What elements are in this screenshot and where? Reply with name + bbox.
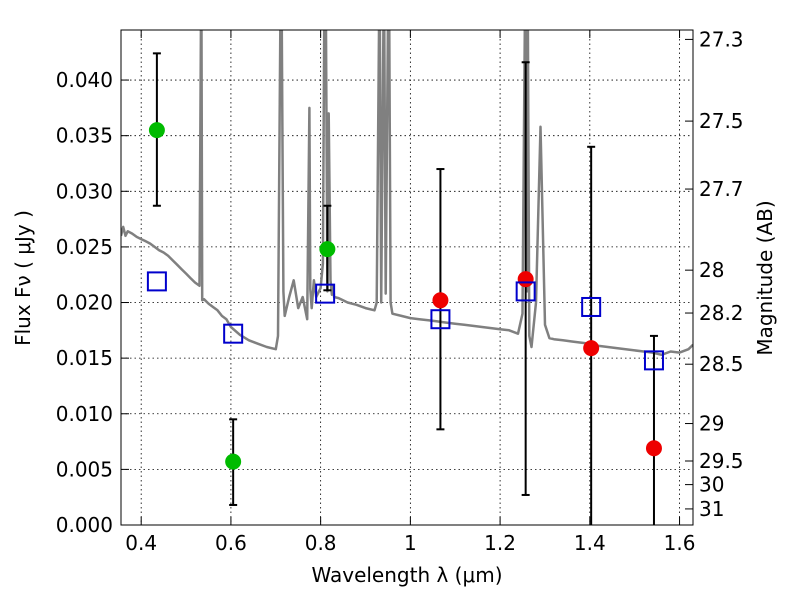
x-tick-label: 1 [404, 531, 417, 555]
red-data-point [432, 292, 449, 309]
y2-tick-label: 31 [699, 497, 724, 521]
y2-tick-label: 27.5 [699, 109, 744, 133]
y-tick-label: 0.005 [56, 457, 113, 481]
y-tick-label: 0.040 [56, 68, 113, 92]
x-tick-label: 1.4 [574, 531, 606, 555]
x-axis-label: Wavelength λ (μm) [311, 563, 502, 587]
green-data-point [225, 453, 242, 470]
red-data-point [517, 271, 534, 288]
y-axis-flux: 0.000 0.005 0.010 0.015 0.020 0.025 0.030 0.035… [56, 68, 129, 537]
grid-lines [121, 30, 693, 526]
y-tick-label: 0.015 [56, 346, 113, 370]
y2-tick-label: 30 [699, 473, 724, 497]
y2-tick-label: 28 [699, 258, 724, 282]
y2-tick-label: 27.3 [699, 27, 744, 51]
x-tick-label: 0.6 [215, 531, 247, 555]
green-data-point [148, 122, 165, 139]
model-photometry-square [146, 271, 167, 292]
x-tick-label: 0.8 [305, 531, 337, 555]
y2-tick-label: 29.5 [699, 449, 744, 473]
red-data-point [645, 440, 662, 457]
model-photometry-square [515, 281, 536, 302]
model-photometry-square [643, 350, 664, 371]
model-photometry-square [581, 296, 602, 317]
y2-axis-label: Magnitude (AB) [753, 200, 777, 355]
y-axis-label: Flux Fν ( μJy ) [11, 210, 35, 346]
green-data-point [319, 241, 336, 258]
y-tick-label: 0.025 [56, 235, 113, 259]
y-tick-label: 0.020 [56, 291, 113, 315]
y-tick-label: 0.000 [56, 513, 113, 537]
x-tick-label: 1.2 [484, 531, 516, 555]
plot-frame [120, 29, 694, 526]
red-data-point [583, 340, 600, 357]
model-photometry-square [223, 323, 244, 344]
y-tick-label: 0.010 [56, 402, 113, 426]
y-tick-label: 0.030 [56, 179, 113, 203]
y-tick-label: 0.035 [56, 124, 113, 148]
x-axis: 0.4 0.6 0.8 1 1.2 1.4 1.6 [125, 30, 695, 555]
x-tick-label: 1.6 [664, 531, 696, 555]
x-tick-label: 0.4 [125, 531, 157, 555]
model-photometry-square [315, 283, 336, 304]
y2-tick-label: 28.2 [699, 301, 744, 325]
y2-tick-label: 28.5 [699, 352, 744, 376]
data-marks [146, 52, 664, 525]
model-photometry-square [430, 309, 451, 330]
y2-tick-label: 27.7 [699, 177, 744, 201]
y2-tick-label: 29 [699, 412, 724, 436]
